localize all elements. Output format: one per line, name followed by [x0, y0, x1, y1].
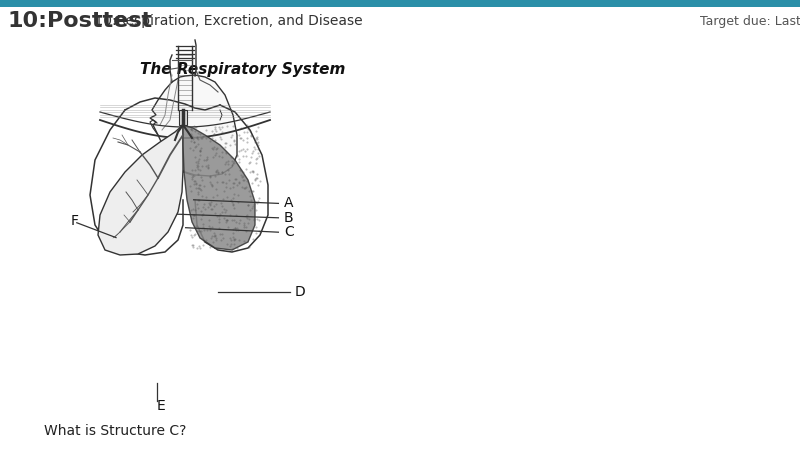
Text: What is Structure C?: What is Structure C?	[44, 424, 186, 438]
Text: C: C	[284, 225, 294, 239]
Text: D: D	[294, 284, 305, 299]
Polygon shape	[150, 75, 237, 176]
Text: E: E	[157, 399, 166, 413]
Text: Target due: Last F: Target due: Last F	[700, 14, 800, 27]
Polygon shape	[179, 110, 187, 125]
Text: A: A	[284, 196, 294, 211]
Text: 10:Posttest: 10:Posttest	[8, 11, 153, 31]
Text: 10:Respiration, Excretion, and Disease: 10:Respiration, Excretion, and Disease	[90, 14, 362, 28]
Text: F: F	[70, 214, 78, 229]
Bar	[0, 0, 800, 7]
Polygon shape	[183, 125, 255, 250]
Text: The Respiratory System: The Respiratory System	[140, 62, 346, 77]
Text: B: B	[284, 211, 294, 225]
Polygon shape	[98, 125, 183, 255]
